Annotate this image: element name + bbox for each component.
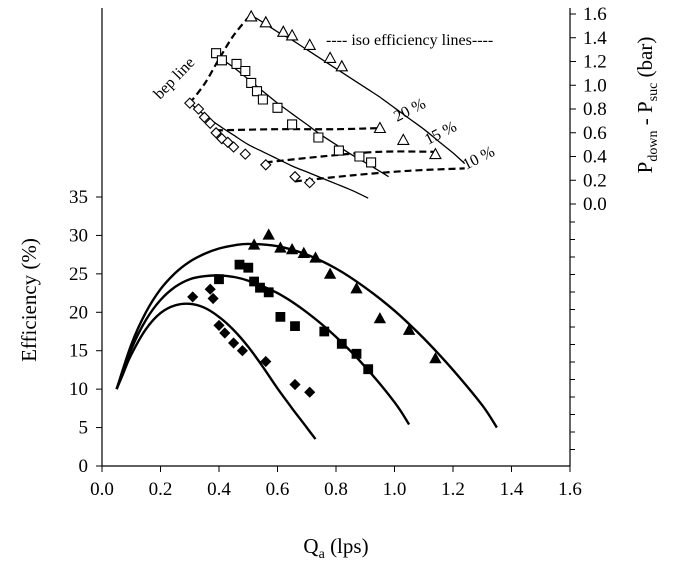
y-tick-label: 20 (69, 302, 88, 323)
data-point-open-triangle (325, 52, 336, 62)
data-point-open-square (232, 59, 241, 68)
data-point-filled-diamond (188, 292, 198, 302)
iso-efficiency-line (295, 168, 465, 181)
data-point-open-square (273, 103, 282, 112)
y2-tick-label: 0.8 (583, 99, 607, 120)
data-point-open-triangle (398, 134, 409, 144)
data-point-open-square (241, 67, 250, 76)
iso-efficiency-line (266, 151, 436, 162)
iso-efficiency-legend: ---- iso efficiency lines---- (326, 32, 493, 49)
data-point-filled-diamond (220, 328, 230, 338)
iso-efficiency-line (216, 128, 383, 130)
x-tick-label: 1.6 (558, 479, 582, 500)
data-point-open-square (355, 152, 364, 161)
data-point-open-square (253, 87, 262, 96)
iso-20-label: 20 % (391, 95, 428, 125)
y-axis-title: Efficiency (%) (17, 238, 41, 362)
data-point-open-square (217, 56, 226, 65)
data-point-filled-square (364, 365, 373, 374)
x-tick-label: 1.2 (441, 479, 465, 500)
y-tick-label: 0 (79, 456, 89, 477)
data-point-open-diamond (240, 149, 250, 159)
data-point-filled-square (235, 260, 244, 269)
iso-10-label: 10 % (460, 143, 497, 173)
iso-15-label: 15 % (422, 118, 459, 148)
y-tick-label: 15 (69, 341, 88, 362)
data-point-open-square (258, 95, 267, 104)
ticks: 0.0 0.2 0.4 0.6 0.8 1.0 1.2 1.4 1.60510152025303… (69, 4, 607, 500)
data-point-filled-diamond (205, 284, 215, 294)
data-point-filled-square (256, 283, 265, 292)
x-tick-label: 0.4 (207, 479, 231, 500)
x-tick-label: 1.4 (500, 479, 524, 500)
data-point-filled-diamond (290, 380, 300, 390)
data-point-filled-triangle (325, 268, 336, 278)
data-point-filled-diamond (208, 294, 218, 304)
data-point-filled-triangle (404, 325, 415, 335)
data-point-open-triangle (430, 149, 441, 159)
y-tick-label: 5 (79, 418, 89, 439)
y2-tick-label: 0.4 (583, 147, 607, 168)
data-point-filled-square (215, 275, 224, 284)
data-point-filled-square (291, 322, 300, 331)
y2-tick-label: 1.2 (583, 52, 607, 73)
data-point-filled-diamond (214, 320, 224, 330)
y-tick-label: 25 (69, 264, 88, 285)
fit-curve (117, 275, 410, 424)
data-point-filled-diamond (229, 338, 239, 348)
x-tick-label: 1.0 (383, 479, 407, 500)
data-point-open-triangle (304, 39, 315, 49)
data-point-filled-square (264, 288, 273, 297)
data-point-open-square (314, 133, 323, 142)
y-tick-label: 30 (69, 225, 88, 246)
data-point-filled-square (276, 312, 285, 321)
y2-tick-label: 1.4 (583, 28, 607, 49)
data-point-filled-square (320, 327, 329, 336)
fit-curve (117, 244, 497, 428)
data-point-filled-triangle (374, 313, 385, 323)
y2-tick-label: 1.0 (583, 75, 607, 96)
data-point-filled-square (337, 339, 346, 348)
y2-axis-title: Pdown - Psuc (bar) (633, 37, 661, 174)
y2-tick-label: 0.2 (583, 170, 607, 191)
data-point-open-square (288, 120, 297, 129)
data-point-open-triangle (246, 11, 257, 21)
x-tick-label: 0.2 (149, 479, 173, 500)
data-point-open-square (367, 158, 376, 167)
x-tick-label: 0.8 (324, 479, 348, 500)
x-tick-label: 0.6 (266, 479, 290, 500)
y2-tick-label: 1.6 (583, 4, 607, 25)
data-point-open-square (247, 78, 256, 87)
data-point-open-triangle (278, 26, 289, 36)
data-point-open-triangle (336, 61, 347, 71)
data-markers (185, 11, 441, 397)
data-point-open-square (334, 146, 343, 155)
data-point-filled-diamond (305, 387, 315, 397)
y2-tick-label: 0.0 (583, 194, 607, 215)
y-tick-label: 10 (69, 379, 88, 400)
data-point-filled-square (244, 263, 253, 272)
y-tick-label: 35 (69, 187, 88, 208)
data-point-filled-diamond (237, 346, 247, 356)
data-point-filled-triangle (263, 229, 274, 239)
x-axis-title: Qa (lps) (303, 534, 368, 562)
data-point-filled-square (352, 349, 361, 358)
x-tick-label: 0.0 (90, 479, 114, 500)
y2-tick-label: 0.6 (583, 123, 607, 144)
bep-line-label: bep line (151, 54, 199, 103)
